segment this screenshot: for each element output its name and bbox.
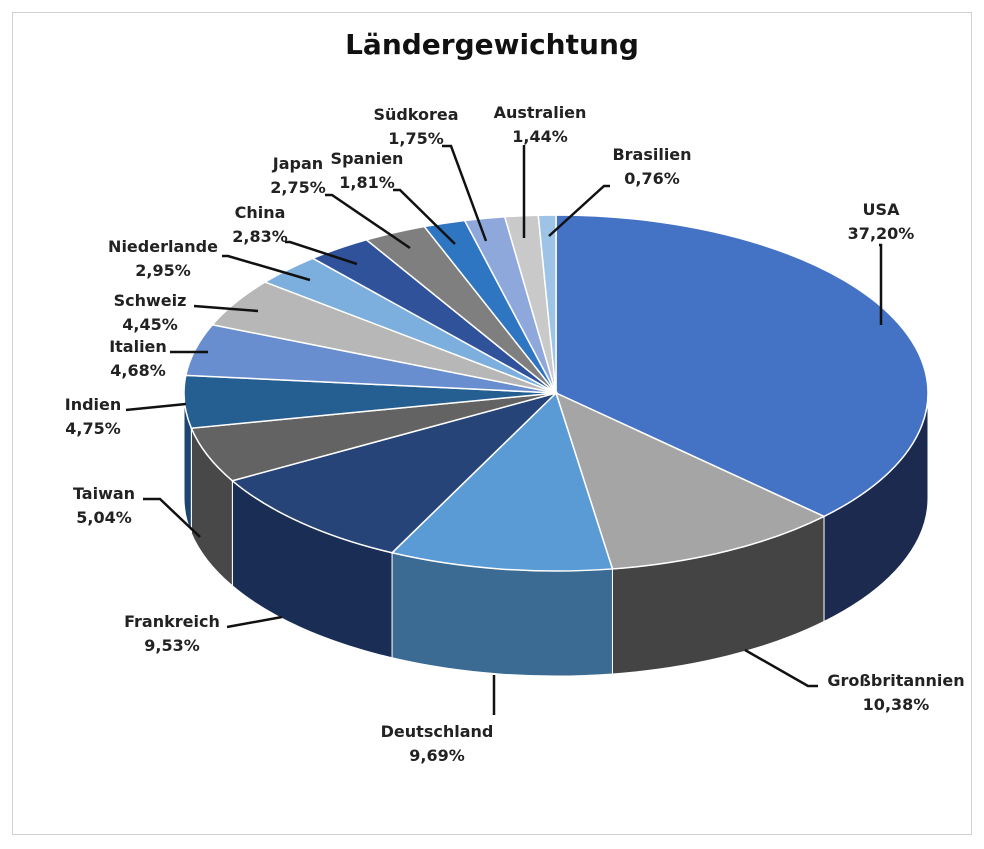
slice-label-4: Taiwan: [73, 484, 135, 503]
leader-line-1: [744, 648, 818, 688]
slice-value-10: 2,75%: [270, 178, 326, 197]
slice-label-9: China: [235, 203, 286, 222]
leader-line-11: [393, 188, 456, 245]
slice-14: [537, 214, 557, 394]
slice-value-11: 1,81%: [339, 173, 395, 192]
leader-line-0: [879, 243, 883, 325]
slice-value-5: 4,75%: [65, 419, 121, 438]
slice-label-13: Australien: [494, 103, 587, 122]
leader-line-14: [548, 184, 610, 237]
slice-label-12: Südkorea: [373, 105, 458, 124]
slice-label-3: Frankreich: [124, 612, 220, 631]
leader-line-5: [125, 402, 187, 412]
slice-3: [230, 391, 559, 554]
slice-0: [555, 214, 929, 518]
leader-line-9: [285, 240, 358, 266]
slice-value-14: 0,76%: [624, 169, 680, 188]
leader-line-4: [143, 497, 201, 538]
leader-line-12: [442, 144, 488, 242]
slice-value-7: 4,45%: [122, 315, 178, 334]
slice-1: [554, 391, 826, 570]
slice-value-0: 37,20%: [848, 224, 915, 243]
slice-value-4: 5,04%: [76, 508, 132, 527]
slice-label-6: Italien: [109, 337, 167, 356]
slice-label-8: Niederlande: [108, 237, 218, 256]
slice-label-11: Spanien: [331, 149, 404, 168]
slice-value-6: 4,68%: [110, 361, 166, 380]
pie-tops: [183, 214, 929, 572]
slice-value-2: 9,69%: [409, 746, 465, 765]
leader-line-10: [325, 193, 411, 250]
slice-labels: USA 37,20% Großbritannien 10,38% Deutschland…: [65, 103, 965, 765]
leader-line-7: [193, 304, 259, 313]
slice-label-0: USA: [863, 200, 901, 219]
pie-sides: [183, 392, 929, 677]
slice-value-12: 1,75%: [388, 129, 444, 148]
slice-value-3: 9,53%: [144, 636, 200, 655]
slice-label-10: Japan: [272, 154, 323, 173]
leader-lines: [125, 144, 883, 715]
slice-label-14: Brasilien: [612, 145, 691, 164]
slice-value-13: 1,44%: [512, 127, 568, 146]
slice-value-9: 2,83%: [232, 227, 288, 246]
slice-label-5: Indien: [65, 395, 122, 414]
slice-label-2: Deutschland: [381, 722, 494, 741]
slice-label-7: Schweiz: [114, 291, 187, 310]
slice-value-8: 2,95%: [135, 261, 191, 280]
leader-line-8: [222, 254, 311, 282]
slice-label-1: Großbritannien: [827, 671, 964, 690]
slice-value-1: 10,38%: [863, 695, 930, 714]
slice-2: [390, 391, 614, 572]
chart-title: Ländergewichtung: [345, 28, 639, 61]
leader-line-3: [226, 615, 283, 629]
